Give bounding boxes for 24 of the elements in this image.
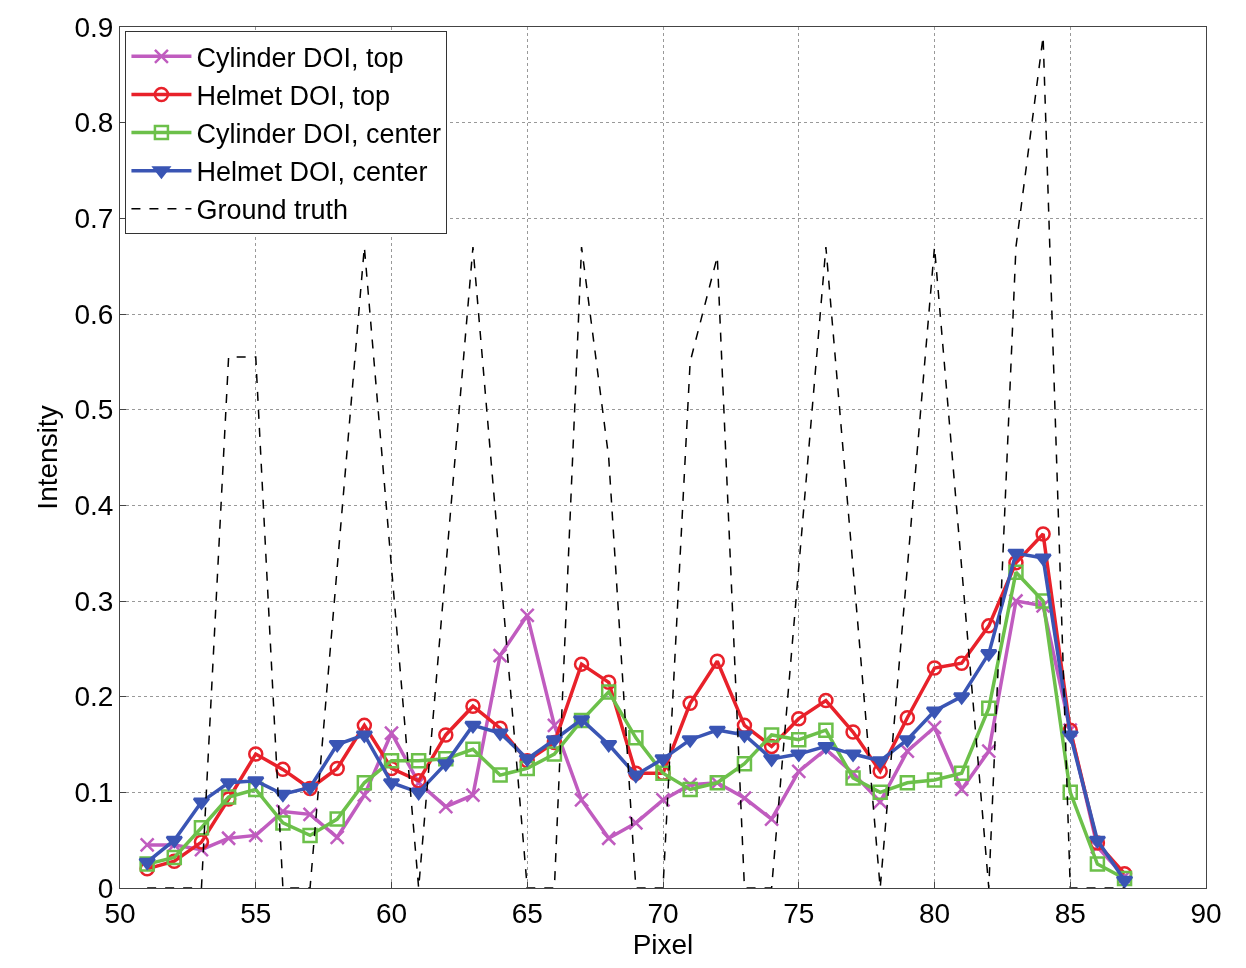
y-tick-label: 0.8: [74, 107, 114, 139]
x-tick-label: 90: [1190, 897, 1222, 929]
x-axis-title: Pixel: [632, 928, 694, 960]
y-tick-label: 0.9: [74, 11, 114, 43]
x-tick-label: 55: [240, 897, 272, 929]
x-tick-label: 80: [918, 897, 951, 929]
y-axis-title: Intensity: [32, 405, 64, 510]
legend-label: Cylinder DOI, center: [196, 119, 442, 150]
y-tick-label: 0.4: [74, 490, 114, 522]
legend-label: Cylinder DOI, top: [196, 42, 404, 73]
x-tick-label: 65: [511, 897, 543, 929]
y-tick-label: 0.1: [74, 777, 114, 809]
y-tick-label: 0.2: [74, 681, 114, 713]
y-tick-label: 0.3: [74, 585, 114, 617]
y-tick-label: 0.5: [74, 394, 114, 426]
y-tick-label: 0.6: [74, 298, 114, 330]
x-tick-label: 60: [375, 897, 408, 929]
legend-label: Helmet DOI, center: [196, 157, 428, 188]
y-tick-label: 0.7: [74, 203, 114, 235]
x-tick-label: 70: [647, 897, 679, 929]
x-tick-label: 75: [783, 897, 815, 929]
legend-label: Helmet DOI, top: [196, 80, 390, 111]
legend-label: Ground truth: [196, 195, 349, 226]
x-tick-label: 85: [1054, 897, 1086, 929]
